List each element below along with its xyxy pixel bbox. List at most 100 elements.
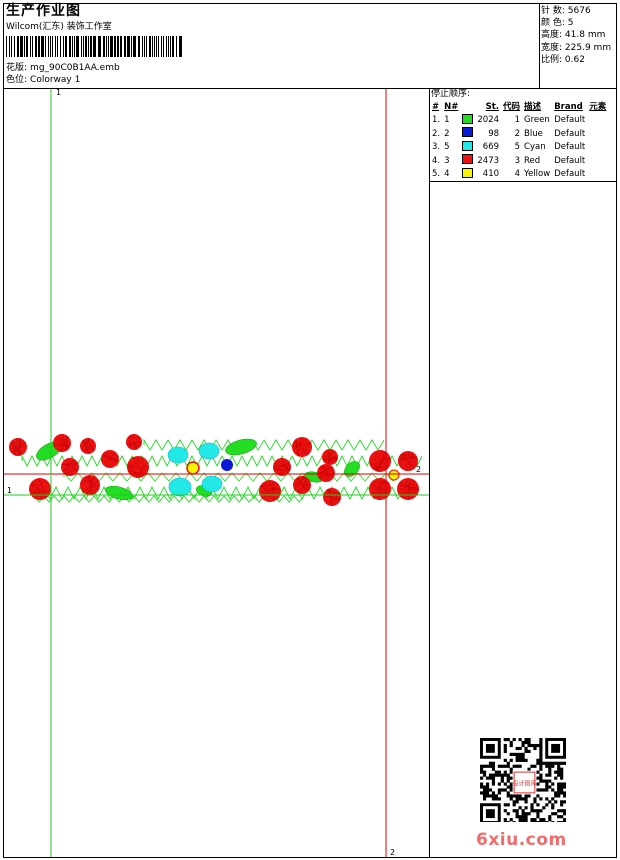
qr-module	[548, 779, 552, 783]
qr-module	[485, 785, 490, 789]
green-guide-label-left: 1	[7, 486, 12, 495]
qr-module	[521, 752, 525, 756]
red-stitch-line	[268, 479, 278, 500]
qr-module	[548, 764, 552, 768]
qr-module	[551, 803, 555, 807]
seal-stamp	[513, 771, 536, 794]
width-value: 225.9 mm	[564, 42, 612, 53]
qr-module	[488, 776, 493, 780]
qr-module	[557, 788, 561, 792]
qr-module	[488, 773, 493, 777]
qr-module	[524, 821, 528, 822]
cell-code: 1	[514, 115, 521, 125]
barcode-bar	[120, 36, 122, 57]
stitches-value: 5676	[567, 6, 591, 16]
red-stitch-line	[371, 481, 390, 485]
cell-brand: Default	[554, 155, 586, 166]
red-stitch-line	[106, 458, 120, 468]
qr-module	[524, 794, 528, 798]
color-swatch-cell	[460, 167, 475, 182]
qr-module	[503, 738, 507, 742]
barcode-bar	[156, 36, 157, 57]
qr-module	[488, 764, 493, 768]
qr-module	[480, 764, 484, 768]
qr-module	[494, 794, 498, 798]
barcode-bar	[98, 36, 101, 57]
color-swatch-cell	[460, 127, 475, 141]
qr-module	[497, 770, 501, 774]
qr-module	[554, 770, 558, 774]
qr-module	[524, 749, 528, 754]
sidebar-divider	[429, 88, 430, 858]
qr-module	[539, 746, 543, 751]
red-stitch-line	[60, 433, 68, 451]
qr-module	[480, 770, 484, 774]
stop-sequence-row: 2. 2 98 2 Blue Default	[430, 127, 608, 141]
qr-module	[560, 770, 564, 774]
qr-module	[500, 788, 504, 792]
qr-module	[539, 761, 543, 765]
qr-module	[539, 752, 543, 756]
qr-module	[542, 806, 546, 810]
qr-module	[494, 773, 498, 777]
red-stitch-line	[297, 481, 311, 494]
qr-module	[545, 773, 549, 777]
qr-module	[515, 812, 519, 816]
qr-module	[536, 812, 540, 816]
qr-module	[533, 818, 537, 822]
qr-module	[482, 773, 487, 777]
studio-name: Wilcom(汇东) 装饰工作室	[6, 22, 112, 32]
red-stitch-line	[399, 481, 419, 492]
qr-module	[530, 743, 534, 748]
barcode-bar	[142, 36, 143, 57]
qr-module	[536, 761, 540, 765]
cell-desc: Red	[524, 155, 541, 166]
red-stitch-line	[136, 461, 148, 479]
qr-module	[494, 770, 498, 774]
qr-module	[506, 776, 510, 780]
red-stitch-line	[35, 478, 43, 500]
qr-module	[545, 779, 549, 783]
qr-module	[515, 746, 519, 751]
qr-module	[557, 761, 561, 765]
red-stitch-line	[79, 445, 96, 450]
qr-module	[533, 809, 537, 813]
red-stitch-line	[126, 436, 141, 439]
barcode-bar	[176, 36, 177, 57]
red-stitch-line	[272, 480, 275, 502]
qr-module	[539, 758, 543, 762]
qr-module	[551, 761, 555, 765]
cell-st: 669	[482, 142, 500, 152]
qr-module	[521, 740, 525, 745]
qr-module	[557, 821, 561, 822]
red-stitch-line	[399, 481, 418, 495]
qr-module	[524, 818, 528, 822]
barcode-bar	[166, 36, 167, 57]
cell-brand: Default	[554, 142, 586, 152]
design-file-value: mg_90C0B1AA.emb	[30, 63, 120, 73]
qr-module	[560, 815, 564, 819]
cell-st: 410	[482, 169, 500, 179]
qr-module	[530, 809, 534, 813]
barcode-bar	[35, 36, 37, 57]
red-stitch-line	[397, 452, 415, 461]
qr-module	[482, 770, 487, 774]
stitches-label: 针 数:	[541, 6, 565, 16]
qr-module	[515, 764, 519, 768]
red-stitch-line	[277, 465, 291, 475]
color-swatch-cell	[460, 140, 475, 155]
qr-module	[497, 764, 501, 768]
qr-module	[506, 821, 510, 822]
red-stitch-line	[322, 456, 338, 459]
qr-module	[509, 770, 513, 774]
qr-module	[536, 815, 540, 819]
height-value: 41.8 mm	[564, 30, 606, 41]
qr-module	[515, 758, 519, 762]
col-swatch	[460, 101, 475, 114]
cyan-petal	[167, 446, 189, 464]
red-stitch-line	[66, 461, 78, 476]
qr-module	[524, 815, 528, 819]
qr-module	[491, 761, 496, 765]
qr-module	[485, 782, 490, 786]
qr-module	[551, 797, 555, 801]
